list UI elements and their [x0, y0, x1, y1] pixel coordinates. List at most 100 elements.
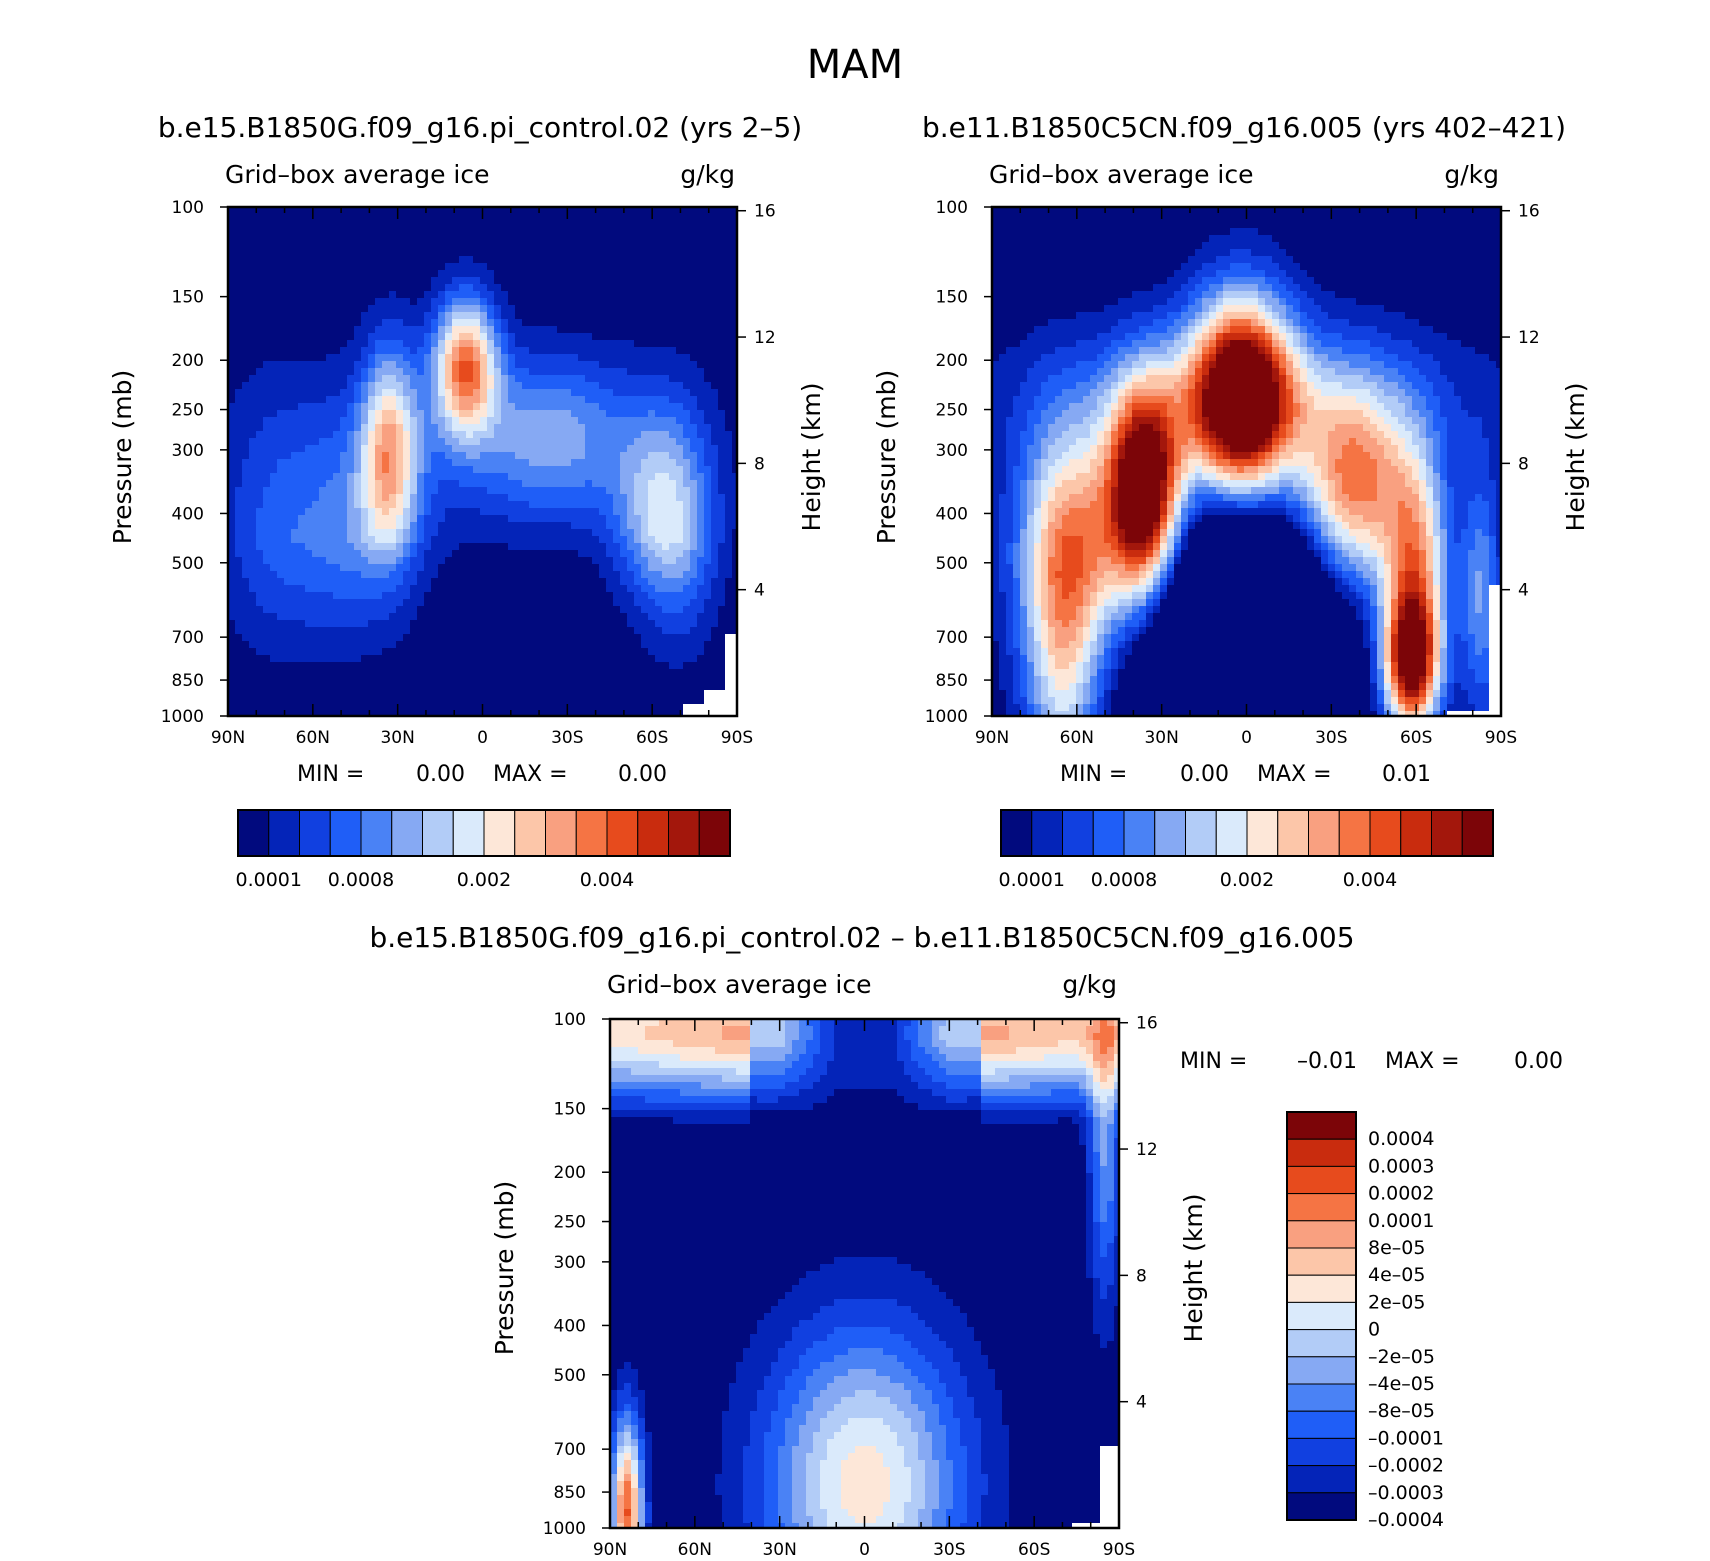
contour-cell — [711, 536, 725, 544]
contour-cell — [1398, 613, 1405, 621]
contour-cell — [613, 508, 627, 516]
contour-cell — [918, 1432, 932, 1440]
contour-cell — [1086, 1152, 1093, 1160]
contour-cell — [1370, 606, 1377, 614]
contour-cell — [1286, 249, 1501, 257]
contour-cell — [932, 1446, 946, 1454]
contour-cell — [1321, 487, 1328, 495]
contour-cell — [631, 1411, 638, 1419]
contour-cell — [1034, 711, 1041, 717]
contour-cell — [662, 627, 690, 635]
contour-cell — [1076, 361, 1104, 369]
contour-cell — [1307, 326, 1321, 334]
contour-cell — [1314, 487, 1321, 495]
contour-cell — [1118, 494, 1160, 502]
contour-cell — [410, 382, 431, 390]
contour-cell — [662, 543, 669, 551]
contour-cell — [1195, 438, 1202, 446]
contour-cell — [806, 1495, 820, 1503]
contour-cell — [697, 480, 704, 488]
contour-cell — [1114, 1054, 1119, 1062]
contour-cell — [410, 536, 417, 544]
contour-cell — [620, 578, 634, 586]
contour-cell — [676, 487, 690, 495]
contour-cell — [834, 1019, 897, 1027]
contour-cell — [1114, 1124, 1119, 1132]
contour-cell — [375, 480, 382, 488]
contour-cell — [1279, 347, 1286, 355]
contour-cell — [1097, 634, 1104, 642]
contour-cell — [1454, 641, 1468, 649]
contour-cell — [610, 1460, 617, 1468]
contour-cell — [946, 1390, 967, 1398]
contour-cell — [1100, 1124, 1107, 1132]
contour-cell — [1398, 557, 1405, 565]
contour-cell — [1419, 592, 1426, 600]
contour-cell — [655, 599, 690, 607]
contour-cell — [417, 417, 424, 425]
contour-cell — [911, 1264, 1086, 1272]
contour-cell — [645, 1096, 750, 1104]
contour-cell — [1202, 396, 1279, 404]
panel-control: b.e15.B1850G.f09_g16.pi_control.02 (yrs … — [108, 111, 826, 891]
contour-cell — [1093, 1166, 1100, 1174]
contour-cell — [1412, 543, 1419, 551]
contour-cell — [617, 1383, 624, 1391]
contour-cell — [953, 1495, 967, 1503]
colorbar-label: –4e–05 — [1368, 1373, 1435, 1395]
contour-cell — [981, 1110, 1079, 1118]
contour-cell — [1086, 1243, 1093, 1251]
contour-cell — [1496, 543, 1501, 551]
contour-cell — [235, 501, 263, 509]
contour-cell — [263, 487, 319, 495]
contour-cell — [1405, 599, 1419, 607]
contour-cell — [925, 1467, 939, 1475]
contour-cell — [1391, 627, 1398, 635]
contour-cell — [1174, 508, 1181, 516]
contour-cell — [1377, 711, 1384, 717]
contour-cell — [1230, 452, 1251, 460]
contour-cell — [1139, 606, 1146, 614]
contour-cell — [1286, 389, 1293, 397]
contour-cell — [1167, 480, 1174, 488]
contour-cell — [494, 389, 501, 397]
contour-cell — [1349, 494, 1377, 502]
contour-cell — [228, 487, 235, 495]
contour-cell — [897, 1054, 911, 1062]
contour-cell — [757, 1327, 792, 1335]
contour-cell — [1013, 697, 1027, 705]
contour-cell — [1440, 396, 1461, 404]
contour-cell — [375, 508, 382, 516]
contour-cell — [1062, 501, 1090, 509]
contour-cell — [820, 1047, 834, 1055]
contour-cell — [305, 445, 347, 453]
contour-cell — [431, 333, 438, 341]
contour-cell — [1300, 529, 1307, 537]
contour-cell — [897, 1019, 911, 1027]
contour-cell — [417, 438, 424, 446]
contour-cell — [613, 564, 627, 572]
contour-cell — [1086, 1222, 1093, 1230]
colorbar-label: –2e–05 — [1368, 1346, 1435, 1368]
contour-cell — [676, 459, 690, 467]
contour-cell — [992, 494, 999, 502]
contour-cell — [1160, 606, 1356, 614]
contour-cell — [648, 529, 683, 537]
contour-cell — [347, 431, 354, 439]
contour-cell — [1384, 403, 1405, 411]
contour-cell — [1090, 445, 1097, 453]
contour-cell — [1328, 543, 1335, 551]
contour-cell — [911, 1040, 918, 1048]
contour-cell — [1188, 305, 1202, 313]
contour-cell — [1181, 473, 1188, 481]
contour-cell — [610, 1047, 638, 1055]
contour-cell — [806, 1460, 820, 1468]
contour-cell — [981, 1019, 1093, 1027]
contour-cell — [624, 1516, 631, 1524]
contour-cell — [785, 1033, 799, 1041]
contour-cell — [683, 550, 690, 558]
contour-cell — [396, 459, 403, 467]
contour-cell — [981, 1432, 1009, 1440]
contour-cell — [1086, 1061, 1093, 1069]
y-tick-label: 250 — [936, 401, 968, 421]
